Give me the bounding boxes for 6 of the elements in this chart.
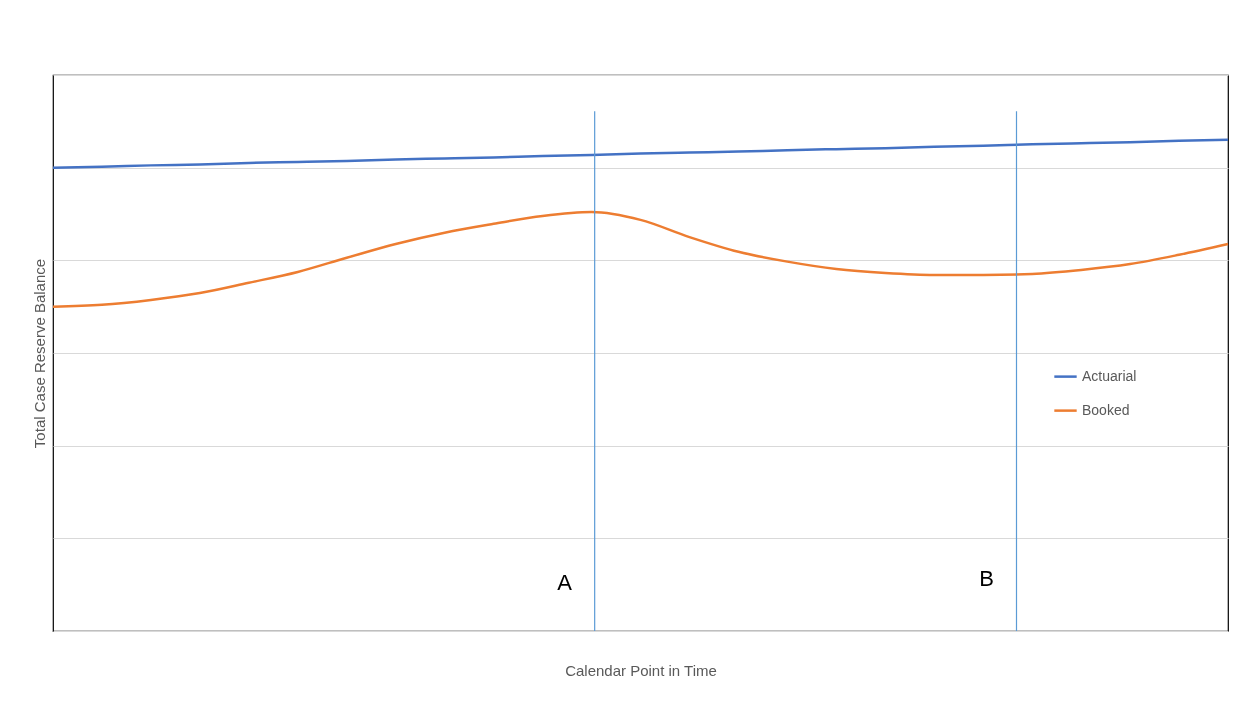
legend-label: Actuarial — [1082, 367, 1137, 384]
annotation: A — [557, 570, 573, 595]
y-axis-title: Total Case Reserve Balance — [30, 258, 48, 449]
annotation: B — [979, 566, 994, 591]
x-axis-title: Calendar Point in Time — [565, 661, 717, 679]
legend-label: Booked — [1082, 401, 1130, 418]
